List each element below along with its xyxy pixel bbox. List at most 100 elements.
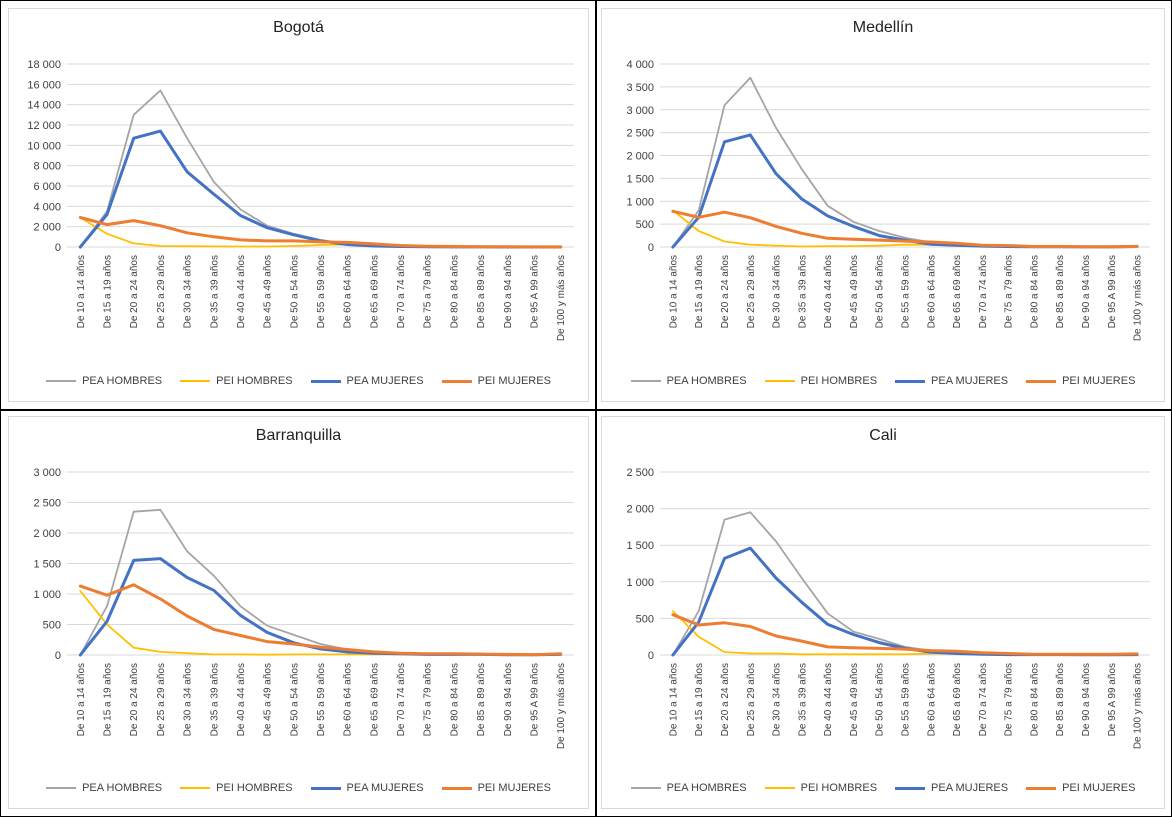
x-tick-label: De 15 a 19 años	[694, 663, 705, 736]
x-tick-label: De 25 a 29 años	[156, 255, 167, 328]
plot-area: 0 2 000 4 000 6 000 8 000 10 000 12 000 14 000 1…	[27, 59, 574, 341]
x-tick-label: De 30 a 34 años	[772, 255, 783, 328]
y-tick-label: 2 000	[33, 528, 61, 540]
x-tick-label: De 50 a 54 años	[289, 255, 300, 328]
x-tick-label: De 85 a 89 años	[1055, 255, 1066, 328]
chart-cell-barranquilla: Barranquilla 0 500 1 000 1 500 2 000 2 500 3 0…	[8, 416, 589, 809]
legend-label: PEI HOMBRES	[216, 782, 293, 794]
legend-swatch	[764, 787, 795, 789]
x-tick-label: De 75 a 79 años	[1004, 663, 1015, 736]
y-tick-label: 1 500	[33, 559, 61, 571]
x-tick-label: De 65 a 69 años	[952, 663, 963, 736]
chart-title: Bogotá	[273, 19, 324, 36]
y-tick-label: 500	[636, 219, 654, 231]
legend-swatch	[180, 380, 211, 382]
series-line-pea-mujeres	[671, 133, 1139, 249]
legend-label: PEA HOMBRES	[82, 782, 163, 794]
legend-label: PEA MUJERES	[931, 375, 1009, 387]
x-tick-label: De 80 a 84 años	[1029, 255, 1040, 328]
plot-area: 0 500 1 000 1 500 2 000 2 500 3 000 De 10 a 14 …	[33, 467, 574, 749]
x-tick-label: De 20 a 24 años	[129, 663, 140, 736]
legend-label: PEI HOMBRES	[800, 782, 878, 794]
y-tick-label: 2 000	[626, 504, 654, 516]
y-tick-label: 16 000	[27, 79, 61, 91]
x-tick-label: De 85 a 89 años	[476, 255, 487, 328]
y-tick-label: 500	[636, 613, 654, 625]
y-tick-label: 10 000	[27, 140, 61, 152]
x-tick-label: De 95 A 99 años	[529, 255, 540, 328]
x-tick-label: De 35 a 39 años	[797, 663, 808, 736]
x-tick-label: De 40 a 44 años	[236, 663, 247, 736]
x-tick-label: De 100 y más años	[556, 255, 567, 341]
x-tick-label: De 15 a 19 años	[103, 255, 114, 328]
x-tick-label: De 10 a 14 años	[76, 663, 87, 736]
legend-item-pea-hombres: PEA HOMBRES	[46, 782, 162, 794]
chart-barranquilla: Barranquilla 0 500 1 000 1 500 2 000 2 500 3 0…	[8, 416, 589, 809]
x-tick-label: De 90 a 94 años	[503, 663, 514, 736]
y-tick-label: 1 000	[626, 577, 654, 589]
x-tick-label: De 10 a 14 años	[668, 663, 679, 736]
y-tick-label: 4 000	[626, 59, 654, 71]
y-tick-label: 500	[43, 620, 61, 632]
legend-swatch	[310, 786, 341, 790]
plot-area: 0 500 1 000 1 500 2 000 2 500 3 000 3 500 4 000 D…	[626, 59, 1150, 341]
chart-cell-cali: Cali 0 500 1 000 1 500 2 000 2 500 De 10 a 14 …	[601, 416, 1165, 809]
legend-item-pei-mujeres: PEI MUJERES	[1026, 782, 1135, 794]
x-tick-label: De 40 a 44 años	[236, 255, 247, 328]
x-tick-label: De 60 a 64 años	[343, 663, 354, 736]
x-tick-label: De 80 a 84 años	[1029, 663, 1040, 736]
x-tick-label: De 60 a 64 años	[343, 255, 354, 328]
x-tick-label: De 65 a 69 años	[369, 255, 380, 328]
x-tick-label: De 75 a 79 años	[423, 255, 434, 328]
legend-label: PEI HOMBRES	[216, 375, 293, 387]
legend-item-pea-mujeres: PEA MUJERES	[895, 782, 1008, 794]
x-tick-label: De 60 a 64 años	[926, 663, 937, 736]
legend-swatch	[310, 379, 341, 383]
legend-item-pea-hombres: PEA HOMBRES	[630, 375, 747, 387]
plot-area: 0 500 1 000 1 500 2 000 2 500 De 10 a 14 años D…	[626, 467, 1150, 749]
chart-title: Barranquilla	[255, 427, 342, 444]
series-line-pei-mujeres	[671, 613, 1139, 656]
legend-item-pei-mujeres: PEI MUJERES	[1026, 375, 1135, 387]
legend-label: PEI MUJERES	[477, 375, 551, 387]
legend-label: PEA MUJERES	[346, 782, 424, 794]
x-tick-label: De 15 a 19 años	[694, 255, 705, 328]
legend-swatch	[441, 379, 472, 383]
series-line-pea-mujeres	[78, 557, 563, 657]
y-tick-label: 0	[648, 650, 654, 662]
x-tick-label: De 50 a 54 años	[289, 663, 300, 736]
y-tick-label: 4 000	[33, 201, 61, 213]
y-tick-label: 2 000	[626, 151, 654, 163]
y-tick-label: 1 000	[33, 589, 61, 601]
legend-swatch	[895, 379, 926, 383]
legend-item-pei-mujeres: PEI MUJERES	[441, 375, 551, 387]
y-tick-label: 3 000	[33, 467, 61, 479]
y-tick-label: 0	[55, 650, 61, 662]
legend-label: PEA MUJERES	[346, 375, 424, 387]
y-tick-label: 1 500	[626, 540, 654, 552]
x-tick-label: De 65 a 69 años	[952, 255, 963, 328]
chart-cali: Cali 0 500 1 000 1 500 2 000 2 500 De 10 a 14 …	[601, 416, 1165, 809]
legend-item-pea-hombres: PEA HOMBRES	[630, 782, 747, 794]
x-tick-label: De 45 a 49 años	[849, 255, 860, 328]
y-tick-label: 18 000	[27, 59, 61, 71]
x-tick-label: De 35 a 39 años	[209, 255, 220, 328]
chart-bogota: Bogotá 0 2 000 4 000 6 000 8 000 10 000 12 000…	[8, 8, 589, 402]
x-tick-label: De 85 a 89 años	[476, 663, 487, 736]
x-tick-label: De 25 a 29 años	[746, 255, 757, 328]
x-tick-label: De 45 a 49 años	[849, 663, 860, 736]
legend-swatch	[46, 380, 77, 382]
legend-label: PEI MUJERES	[1062, 782, 1136, 794]
series-line-pea-hombres	[672, 511, 1138, 656]
legend: PEA HOMBRES PEI HOMBRES PEA MUJERES PEI …	[602, 782, 1164, 794]
y-tick-label: 1 000	[626, 196, 654, 208]
x-tick-label: De 55 a 59 años	[901, 663, 912, 736]
x-tick-label: De 50 a 54 años	[875, 663, 886, 736]
x-tick-label: De 75 a 79 años	[423, 663, 434, 736]
x-tick-label: De 10 a 14 años	[76, 255, 87, 328]
legend: PEA HOMBRES PEI HOMBRES PEA MUJERES PEI …	[9, 782, 588, 794]
x-tick-label: De 95 A 99 años	[1107, 663, 1118, 736]
x-tick-label: De 55 a 59 años	[316, 255, 327, 328]
x-tick-label: De 20 a 24 años	[720, 255, 731, 328]
